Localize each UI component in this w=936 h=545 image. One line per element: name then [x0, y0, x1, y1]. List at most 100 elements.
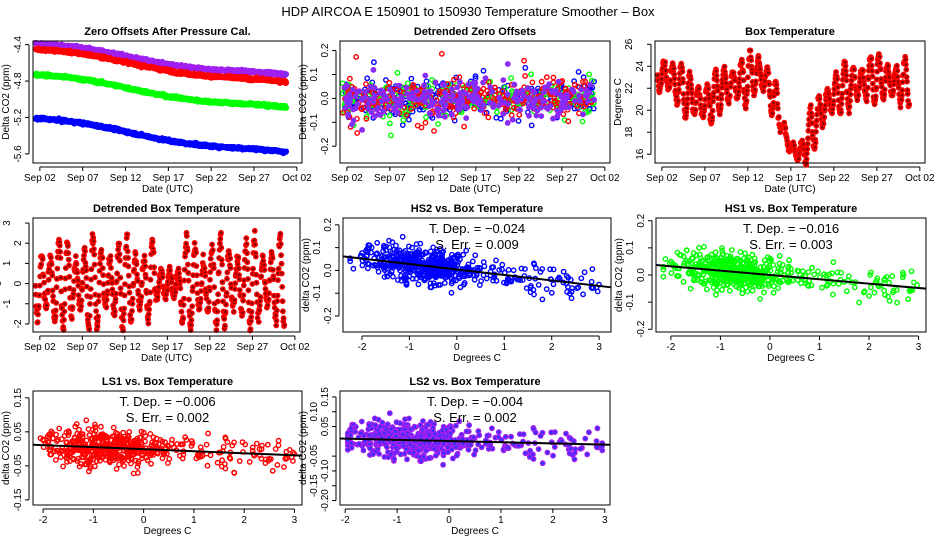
data-point — [92, 252, 96, 256]
data-point — [449, 112, 453, 116]
data-point — [132, 267, 136, 271]
data-point — [744, 106, 748, 110]
data-point — [529, 72, 533, 76]
data-point — [835, 77, 839, 81]
data-point — [871, 81, 875, 85]
data-point — [715, 84, 719, 88]
data-point — [427, 111, 431, 115]
data-point — [539, 114, 543, 118]
data-point — [37, 293, 41, 297]
data-point — [435, 107, 439, 111]
data-point — [481, 69, 485, 73]
data-point — [701, 114, 705, 118]
panel-title: Detrended Box Temperature — [93, 203, 240, 215]
data-point — [436, 122, 440, 126]
data-point — [62, 309, 66, 313]
data-point — [886, 64, 890, 68]
data-point — [372, 94, 376, 98]
data-point — [363, 95, 367, 99]
data-point — [101, 273, 105, 277]
data-point — [486, 115, 490, 119]
data-point — [108, 258, 112, 262]
data-point — [544, 105, 548, 109]
data-point — [148, 300, 152, 304]
data-point — [680, 69, 684, 73]
data-point — [724, 81, 728, 85]
data-point — [47, 278, 51, 282]
data-point — [143, 259, 147, 263]
data-point — [127, 291, 131, 295]
data-point — [284, 72, 288, 76]
data-point — [355, 131, 359, 135]
data-point — [353, 94, 357, 98]
data-point — [814, 124, 818, 128]
data-point — [898, 105, 902, 109]
data-point — [423, 100, 427, 104]
figure-title: HDP AIRCOA E 150901 to 150930 Temperatur… — [281, 4, 655, 19]
data-point — [62, 302, 66, 306]
x-tick-label: Sep 22 — [194, 342, 226, 353]
data-point — [530, 123, 534, 127]
y-axis-label: Degrees C — [613, 78, 624, 126]
y-tick-label: 3 — [2, 220, 13, 226]
data-point — [410, 91, 414, 95]
data-point — [853, 75, 857, 79]
data-point — [351, 87, 355, 91]
data-point — [436, 113, 440, 117]
data-point — [899, 98, 903, 102]
data-point — [74, 262, 78, 266]
data-point — [844, 73, 848, 77]
data-point — [757, 55, 761, 59]
data-point — [776, 106, 780, 110]
data-point — [364, 89, 368, 93]
data-point — [354, 106, 358, 110]
data-point — [483, 76, 487, 80]
data-point — [122, 293, 126, 297]
data-point — [904, 75, 908, 79]
data-point — [710, 109, 714, 113]
data-point — [80, 281, 84, 285]
y-tick-label: -4.8 — [13, 72, 24, 90]
data-point — [676, 99, 680, 103]
data-point — [565, 95, 569, 99]
data-point — [821, 122, 825, 126]
data-point — [806, 136, 810, 140]
data-point — [96, 319, 100, 323]
y-tick-label: 20 — [635, 104, 646, 116]
data-point — [58, 250, 62, 254]
data-point — [115, 279, 119, 283]
x-tick-label: Sep 12 — [417, 173, 449, 184]
data-point — [88, 314, 92, 318]
data-point — [105, 298, 109, 302]
x-tick-label: Sep 17 — [775, 173, 807, 184]
data-point — [122, 312, 126, 316]
data-point — [101, 266, 105, 270]
y-tick-label: 2 — [13, 240, 24, 246]
data-point — [870, 63, 874, 67]
data-point — [433, 80, 437, 84]
data-point — [744, 99, 748, 103]
data-point — [118, 259, 122, 263]
data-point — [92, 262, 96, 266]
data-point — [519, 97, 523, 101]
data-point — [558, 92, 562, 96]
data-point — [42, 274, 46, 278]
x-tick-label: Sep 02 — [24, 342, 56, 353]
data-point — [689, 77, 693, 81]
data-point — [401, 123, 405, 127]
x-axis-label: Date (UTC) — [449, 184, 500, 195]
data-point — [432, 100, 436, 104]
data-point — [587, 72, 591, 76]
data-point — [389, 133, 393, 137]
data-point — [399, 95, 403, 99]
data-point — [895, 69, 899, 73]
data-point — [834, 70, 838, 74]
data-point — [710, 115, 714, 119]
data-point — [464, 116, 468, 120]
data-point — [592, 98, 596, 102]
data-point — [878, 61, 882, 65]
data-point — [840, 96, 844, 100]
y-tick-label: -2 — [13, 319, 24, 328]
data-point — [388, 113, 392, 117]
data-point — [415, 89, 419, 93]
